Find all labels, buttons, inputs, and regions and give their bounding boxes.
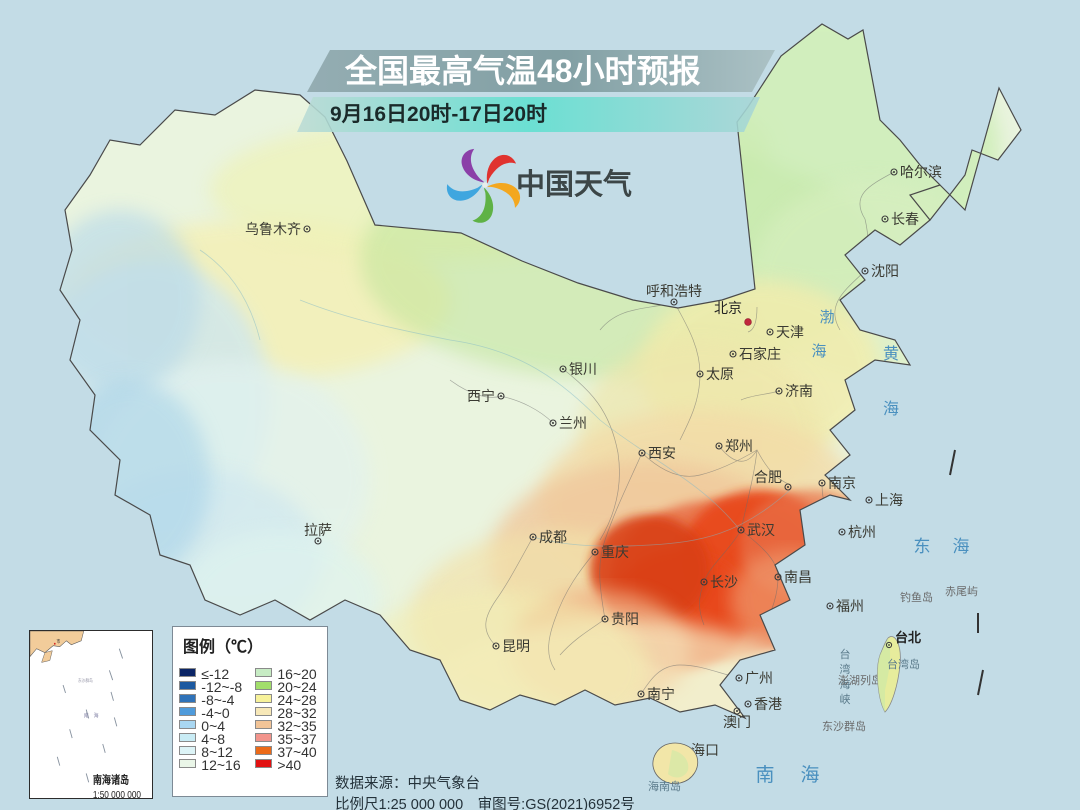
svg-text:沈阳: 沈阳 xyxy=(871,263,899,279)
svg-text:杭州: 杭州 xyxy=(848,524,876,540)
svg-text:兰州: 兰州 xyxy=(559,415,587,431)
svg-text:东: 东 xyxy=(914,537,931,556)
svg-text:呼和浩特: 呼和浩特 xyxy=(646,283,702,299)
svg-text:澳门: 澳门 xyxy=(723,714,751,730)
svg-text:乌鲁木齐: 乌鲁木齐 xyxy=(245,221,301,237)
svg-text:武汉: 武汉 xyxy=(747,522,775,538)
svg-text:南京: 南京 xyxy=(828,475,856,491)
svg-text:天津: 天津 xyxy=(776,324,804,340)
svg-text:济南: 济南 xyxy=(785,383,813,399)
svg-text:西安: 西安 xyxy=(648,445,676,461)
svg-text:西宁: 西宁 xyxy=(467,388,495,404)
svg-text:海南岛: 海南岛 xyxy=(648,779,681,793)
svg-text:合肥: 合肥 xyxy=(754,469,782,485)
svg-text:黄: 黄 xyxy=(883,345,899,363)
svg-text:长春: 长春 xyxy=(891,211,919,227)
svg-text:钓鱼岛: 钓鱼岛 xyxy=(900,590,933,604)
svg-text:长沙: 长沙 xyxy=(710,574,738,590)
svg-text:广州: 广州 xyxy=(745,670,773,686)
svg-text:澎湖列岛: 澎湖列岛 xyxy=(838,673,882,687)
svg-text:台: 台 xyxy=(840,647,851,661)
svg-text:重庆: 重庆 xyxy=(601,544,629,560)
svg-text:南 海: 南 海 xyxy=(84,711,99,720)
svg-text:石家庄: 石家庄 xyxy=(739,346,781,362)
svg-text:台湾岛: 台湾岛 xyxy=(887,657,920,671)
svg-text:郑州: 郑州 xyxy=(725,438,753,454)
svg-text:太原: 太原 xyxy=(706,366,734,382)
svg-text:银川: 银川 xyxy=(569,361,597,377)
svg-text:昆明: 昆明 xyxy=(502,638,530,654)
svg-text:南宁: 南宁 xyxy=(647,686,675,702)
svg-text:海: 海 xyxy=(953,537,970,556)
svg-text:拉萨: 拉萨 xyxy=(304,522,332,538)
svg-text:湾: 湾 xyxy=(840,662,851,676)
svg-text:贵阳: 贵阳 xyxy=(611,611,639,627)
svg-text:9月16日20时-17日20时: 9月16日20时-17日20时 xyxy=(330,103,547,126)
svg-text:东沙群岛: 东沙群岛 xyxy=(822,719,866,733)
svg-text:南海诸岛: 南海诸岛 xyxy=(93,772,129,786)
svg-text:南: 南 xyxy=(755,764,774,786)
svg-text:海: 海 xyxy=(800,764,819,786)
svg-text:台北: 台北 xyxy=(895,630,921,645)
svg-text:东沙群岛: 东沙群岛 xyxy=(78,677,93,683)
svg-text:1:50 000 000: 1:50 000 000 xyxy=(93,789,141,799)
svg-text:福州: 福州 xyxy=(836,598,864,614)
svg-text:海: 海 xyxy=(811,343,826,360)
svg-text:市: 市 xyxy=(56,637,60,643)
svg-text:峡: 峡 xyxy=(840,692,851,706)
svg-text:渤: 渤 xyxy=(819,309,834,326)
svg-text:上海: 上海 xyxy=(875,492,903,508)
svg-text:海: 海 xyxy=(883,400,899,418)
svg-text:哈尔滨: 哈尔滨 xyxy=(900,164,942,180)
svg-text:全国最高气温48小时预报: 全国最高气温48小时预报 xyxy=(344,53,701,89)
svg-text:北京: 北京 xyxy=(714,300,742,316)
svg-text:香港: 香港 xyxy=(754,696,782,712)
svg-text:成都: 成都 xyxy=(539,529,567,545)
svg-text:南昌: 南昌 xyxy=(784,569,812,585)
svg-text:赤尾屿: 赤尾屿 xyxy=(945,585,978,598)
svg-text:中国天气: 中国天气 xyxy=(516,168,632,201)
